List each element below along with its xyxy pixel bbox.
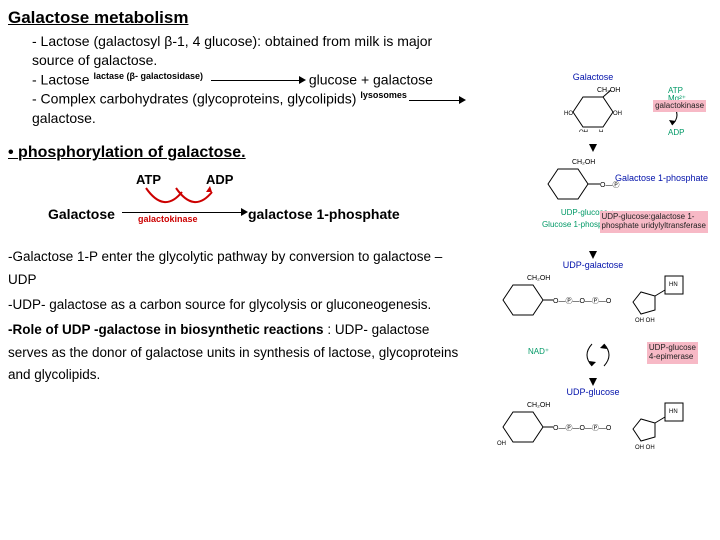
svg-text:HO: HO: [564, 111, 573, 117]
svg-text:OH: OH: [497, 441, 506, 447]
udp-glucose-bottom-label: UDP-glucose: [478, 388, 708, 397]
complex-carb-line: - Complex carbohydrates (glycoproteins, …: [32, 89, 469, 127]
body-p3-lead: -Role of UDP -galactose in biosynthetic …: [8, 322, 324, 337]
hexose-ring-1-icon: CH₂OH HO OH OH H: [563, 82, 623, 132]
svg-text:H: H: [599, 130, 603, 132]
svg-text:CH₂OH: CH₂OH: [527, 402, 550, 409]
udp-galactose-label: UDP-galactose: [478, 261, 708, 270]
reaction-arrow-2: [409, 100, 461, 101]
body-text: -Galactose 1-P enter the glycolytic path…: [8, 246, 469, 388]
intro-line-1: - Lactose (galactosyl β-1, 4 glucose): o…: [32, 32, 469, 70]
galactokinase-box: galactokinase: [653, 100, 706, 112]
udp-glucose-structure-icon: CH₂OH O—Ⓟ—O—Ⓟ—O HN OH OH OH: [493, 397, 693, 463]
complex-text: - Complex carbohydrates (glycoproteins, …: [32, 91, 356, 107]
epimerase-line2: 4-epimerase: [649, 353, 696, 362]
lactose-reaction: - Lactose lactase (β- galactosidase) glu…: [32, 70, 469, 90]
body-p3: -Role of UDP -galactose in biosynthetic …: [8, 319, 469, 388]
bullet-text: phosphorylation of galactose.: [18, 144, 246, 161]
reaction-diagram: ATP ADP Galactose galactokinase galactos…: [48, 172, 469, 232]
transferase-box: UDP-glucose:galactose 1- phosphate uridy…: [600, 211, 709, 233]
substrate-label: Galactose: [48, 206, 115, 222]
down-arrow-3-icon: [589, 378, 597, 386]
down-arrow-2-icon: [589, 251, 597, 259]
down-arrow-icon: [589, 144, 597, 152]
lactase-enzyme: lactase (β- galactosidase): [93, 71, 203, 81]
page-title: Galactose metabolism: [8, 8, 469, 28]
body-p1: -Galactose 1-P enter the glycolytic path…: [8, 246, 469, 292]
svg-text:OH OH: OH OH: [635, 318, 655, 324]
intro-block: - Lactose (galactosyl β-1, 4 glucose): o…: [32, 32, 469, 128]
cycle-arrow-icon: [586, 340, 610, 370]
g1p-label: Galactose 1-phosphate: [615, 174, 708, 183]
galactose-top-label: Galactose: [478, 73, 708, 82]
svg-text:HN: HN: [669, 282, 678, 288]
lysosomes-label: lysosomes: [360, 90, 407, 100]
reaction-arrow-1: [211, 80, 301, 81]
svg-text:O—Ⓟ—O—Ⓟ—O: O—Ⓟ—O—Ⓟ—O: [553, 297, 612, 305]
svg-text:OH: OH: [579, 130, 588, 132]
lactose-label: - Lactose: [32, 71, 90, 87]
udp-sugar-icon: CH₂OH O—Ⓟ—O—Ⓟ—O HN OH OH: [493, 270, 693, 336]
atp-label: ATP: [136, 172, 161, 187]
transferase-line2: phosphate uridylyltransferase: [602, 222, 707, 231]
phosphorylation-heading: • phosphorylation of galactose.: [8, 144, 469, 162]
enzyme-label: galactokinase: [138, 214, 198, 224]
svg-text:OH OH: OH OH: [635, 445, 655, 451]
right-column: Galactose CH₂OH HOOH OHH ATP Mg²⁺ ADP ga…: [474, 8, 712, 532]
curved-arrow-icon: [134, 186, 224, 208]
body-p2: -UDP- galactose as a carbon source for g…: [8, 294, 469, 317]
product-label: galactose 1-phosphate: [248, 206, 400, 222]
adp-label: ADP: [206, 172, 233, 187]
svg-text:OH: OH: [613, 111, 622, 117]
lactose-products: glucose + galactose: [309, 71, 433, 87]
complex-product: galactose.: [32, 110, 96, 126]
svg-text:O—Ⓟ—O—Ⓟ—O: O—Ⓟ—O—Ⓟ—O: [553, 424, 612, 432]
chemistry-pathway-diagram: Galactose CH₂OH HOOH OHH ATP Mg²⁺ ADP ga…: [478, 73, 708, 467]
epimerase-box: UDP-glucose 4-epimerase: [647, 342, 698, 364]
svg-text:CH₂OH: CH₂OH: [572, 159, 595, 166]
svg-text:CH₂OH: CH₂OH: [597, 87, 620, 94]
main-arrow: [122, 212, 242, 213]
adp-cofactor: ADP: [668, 129, 688, 137]
nad-cofactor: NAD⁺: [528, 348, 549, 356]
left-column: Galactose metabolism - Lactose (galactos…: [8, 8, 474, 532]
svg-text:HN: HN: [669, 409, 678, 415]
svg-text:CH₂OH: CH₂OH: [527, 275, 550, 282]
